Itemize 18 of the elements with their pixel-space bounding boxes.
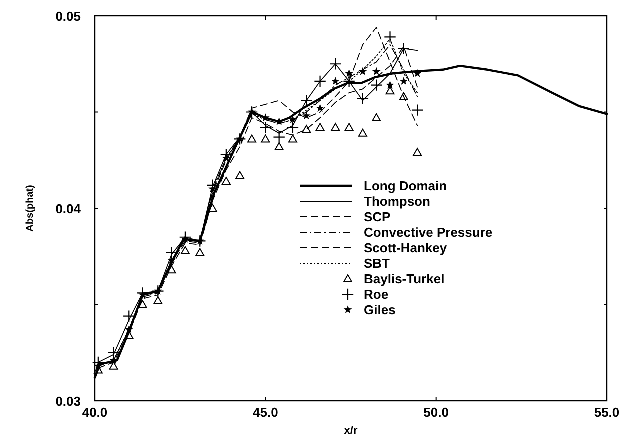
y-tick-label: 0.04 (56, 202, 82, 216)
legend-label: Giles (364, 302, 396, 318)
y-tick-label: 0.05 (56, 9, 81, 24)
legend-label: Thompson (364, 194, 430, 209)
x-tick-label: 50.0 (424, 405, 449, 420)
x-axis-title: x/r (344, 425, 358, 437)
legend-label: Roe (364, 287, 389, 302)
legend-label: Baylis-Turkel (364, 272, 445, 286)
x-tick-label: 40.0 (82, 405, 108, 420)
y-axis-title: Abs(phat) (25, 185, 36, 232)
x-tick-label: 55.0 (594, 405, 620, 420)
legend-label: Scott-Hankey (364, 240, 448, 256)
x-tick-label: 45.0 (253, 405, 278, 420)
y-tick-label: 0.03 (56, 394, 81, 409)
legend-label: Long Domain (364, 178, 448, 194)
legend-label: SBT (364, 256, 390, 271)
legend-label: SCP (364, 210, 392, 224)
legend-label: Convective Pressure (364, 225, 493, 240)
